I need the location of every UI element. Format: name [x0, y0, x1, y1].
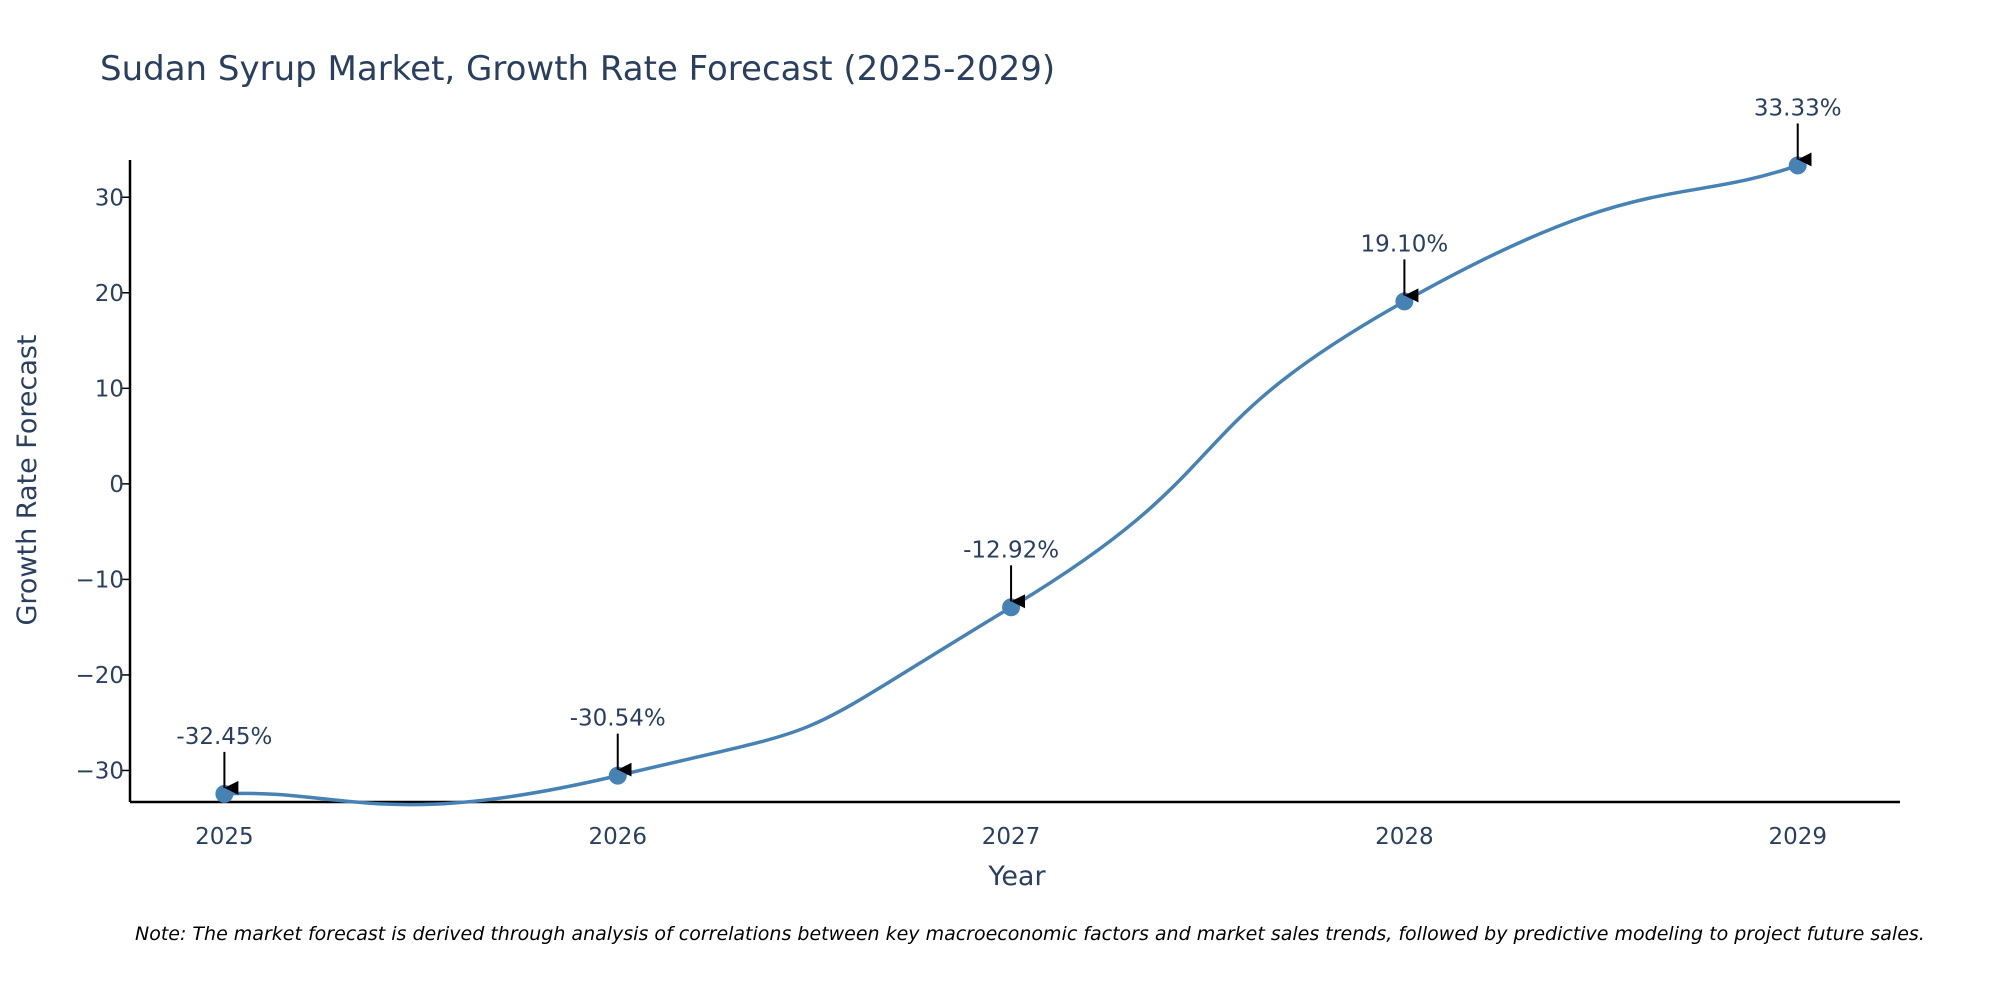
y-tick-label: −10 [75, 567, 124, 593]
x-tick-label: 2025 [195, 824, 254, 850]
plot-area: −30 −20 −10 0 10 20 30 2025 2026 2027 2028 2029 -32.… [75, 95, 1900, 850]
data-label: -30.54% [570, 706, 666, 732]
x-tick-label: 2026 [588, 824, 647, 850]
y-tick-label: −30 [75, 758, 124, 784]
x-tick-label: 2028 [1375, 824, 1434, 850]
data-label: -12.92% [963, 537, 1059, 563]
footnote: Note: The market forecast is derived thr… [135, 923, 1925, 945]
y-tick-label: 30 [95, 185, 124, 211]
chart-title: Sudan Syrup Market, Growth Rate Forecast… [100, 49, 1055, 89]
series-line [224, 163, 1799, 807]
y-tick-label: −20 [75, 663, 124, 689]
data-label: -32.45% [176, 724, 272, 750]
y-axis-title: Growth Rate Forecast [12, 334, 43, 625]
y-tick-label: 10 [95, 376, 124, 402]
x-tick-label: 2027 [982, 824, 1041, 850]
y-tick-label: 20 [95, 281, 124, 307]
data-label: 19.10% [1361, 231, 1449, 257]
data-label: 33.33% [1754, 95, 1842, 121]
y-tick-label: 0 [109, 472, 124, 498]
x-axis-title: Year [987, 861, 1046, 892]
x-tick-label: 2029 [1768, 824, 1827, 850]
